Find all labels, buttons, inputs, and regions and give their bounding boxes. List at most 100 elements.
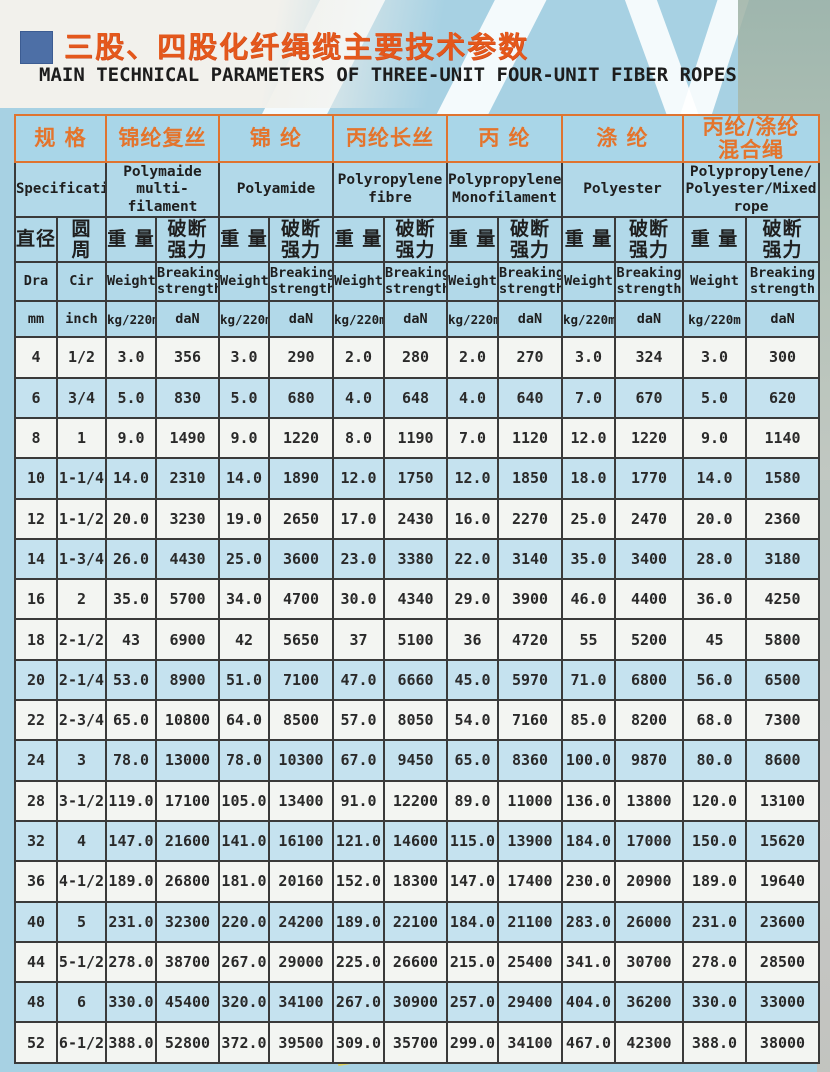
value-cell: 4.0 [332, 376, 385, 419]
cir-cell: 5 [56, 900, 107, 943]
value-cell: 8200 [614, 699, 684, 742]
value-cell: 23600 [744, 900, 821, 943]
material-name-en: Polyamide [218, 161, 334, 219]
value-cell: 13000 [155, 739, 220, 782]
value-cell: 78.0 [105, 739, 157, 782]
white-wash-background [0, 0, 600, 108]
value-cell: 150.0 [682, 819, 747, 863]
value-cell: 2.0 [446, 336, 499, 379]
value-cell: 270 [497, 336, 563, 379]
value-cell: 7160 [497, 699, 563, 742]
value-cell: 42300 [614, 1021, 684, 1064]
value-cell: 53.0 [105, 658, 157, 702]
value-cell: 300 [744, 336, 821, 379]
value-cell: 121.0 [332, 819, 385, 863]
value-cell: 356 [155, 336, 220, 379]
value-cell: 11000 [497, 779, 563, 822]
value-cell: 34.0 [218, 578, 270, 621]
value-cell: 290 [268, 336, 334, 379]
cir-cell: 6 [56, 981, 107, 1024]
value-cell: 36200 [614, 981, 684, 1024]
value-cell: 47.0 [332, 658, 385, 702]
strength-header-en: Breaking strength [155, 261, 220, 303]
page-title-english: MAIN TECHNICAL PARAMETERS OF THREE-UNIT … [39, 64, 737, 86]
value-cell: 388.0 [682, 1021, 747, 1064]
value-cell: 32300 [155, 900, 220, 943]
value-cell: 4250 [744, 578, 821, 621]
value-cell: 13400 [268, 779, 334, 822]
value-cell: 39500 [268, 1021, 334, 1064]
value-cell: 17.0 [332, 497, 385, 540]
strength-header-en: Breaking strength [744, 261, 821, 303]
table-row: 10 1-1/4 14.0 2310 14.0 1890 12.0 1750 12.0 1850 1… [14, 457, 821, 500]
table-row: 22 2-3/4 65.0 10800 64.0 8500 57.0 8050 54.0 7160… [14, 699, 821, 742]
table-row: 52 6-1/2 388.0 52800 372.0 39500 309.0 35700 299… [14, 1021, 821, 1064]
value-cell: 3380 [383, 537, 448, 581]
value-cell: 7100 [268, 658, 334, 702]
rope-parameters-table: 规 格 锦纶复丝锦 纶丙纶长丝丙 纶涤 纶丙纶/涤纶 混合绳 Specifica… [14, 113, 821, 1064]
table-row: 44 5-1/2 278.0 38700 267.0 29000 225.0 26600 215… [14, 940, 821, 984]
weight-header-cn: 重 量 [682, 216, 747, 264]
value-cell: 10300 [268, 739, 334, 782]
value-cell: 2270 [497, 497, 563, 540]
value-cell: 1220 [614, 416, 684, 460]
value-cell: 1220 [268, 416, 334, 460]
cir-cell: 2-1/4 [56, 658, 107, 702]
cir-cell: 6-1/2 [56, 1021, 107, 1064]
value-cell: 388.0 [105, 1021, 157, 1064]
value-cell: 4700 [268, 578, 334, 621]
value-cell: 189.0 [332, 900, 385, 943]
value-cell: 18300 [383, 860, 448, 903]
value-cell: 141.0 [218, 819, 270, 863]
value-cell: 5650 [268, 618, 334, 661]
value-cell: 267.0 [332, 981, 385, 1024]
table-row: 16 2 35.0 5700 34.0 4700 30.0 4340 29.0 3900 46.0 4… [14, 578, 821, 621]
value-cell: 372.0 [218, 1021, 270, 1064]
table-row: 28 3-1/2 119.0 17100 105.0 13400 91.0 12200 89.0… [14, 779, 821, 822]
weight-header-en: Weight [682, 261, 747, 303]
value-cell: 1580 [744, 457, 821, 500]
value-cell: 1190 [383, 416, 448, 460]
strength-header-cn: 破断 强力 [383, 216, 448, 264]
value-cell: 8900 [155, 658, 220, 702]
value-cell: 1750 [383, 457, 448, 500]
value-cell: 43 [105, 618, 157, 661]
value-cell: 30.0 [332, 578, 385, 621]
value-cell: 5970 [497, 658, 563, 702]
value-cell: 640 [497, 376, 563, 419]
cir-cell: 1/2 [56, 336, 107, 379]
value-cell: 3.0 [218, 336, 270, 379]
title-bullet-square [20, 31, 53, 64]
value-cell: 6500 [744, 658, 821, 702]
value-cell: 3.0 [682, 336, 747, 379]
value-cell: 670 [614, 376, 684, 419]
value-cell: 9870 [614, 739, 684, 782]
cir-unit: inch [56, 300, 107, 339]
strength-header-en: Breaking strength [497, 261, 563, 303]
value-cell: 26.0 [105, 537, 157, 581]
cir-cell: 2 [56, 578, 107, 621]
dia-cell: 28 [14, 779, 58, 822]
weight-unit: kg/220m [105, 300, 157, 339]
value-cell: 5700 [155, 578, 220, 621]
value-cell: 6800 [614, 658, 684, 702]
dia-cell: 22 [14, 699, 58, 742]
value-cell: 42 [218, 618, 270, 661]
value-cell: 29400 [497, 981, 563, 1024]
value-cell: 189.0 [105, 860, 157, 903]
value-cell: 64.0 [218, 699, 270, 742]
material-name-cn: 丙纶长丝 [332, 113, 448, 164]
value-cell: 1120 [497, 416, 563, 460]
value-cell: 2.0 [332, 336, 385, 379]
value-cell: 30700 [614, 940, 684, 984]
value-cell: 320.0 [218, 981, 270, 1024]
dia-cell: 40 [14, 900, 58, 943]
value-cell: 189.0 [682, 860, 747, 903]
value-cell: 34100 [268, 981, 334, 1024]
dia-cell: 6 [14, 376, 58, 419]
value-cell: 2430 [383, 497, 448, 540]
cir-cell: 1-1/2 [56, 497, 107, 540]
strength-header-cn: 破断 强力 [497, 216, 563, 264]
cir-cell: 1-3/4 [56, 537, 107, 581]
value-cell: 26600 [383, 940, 448, 984]
